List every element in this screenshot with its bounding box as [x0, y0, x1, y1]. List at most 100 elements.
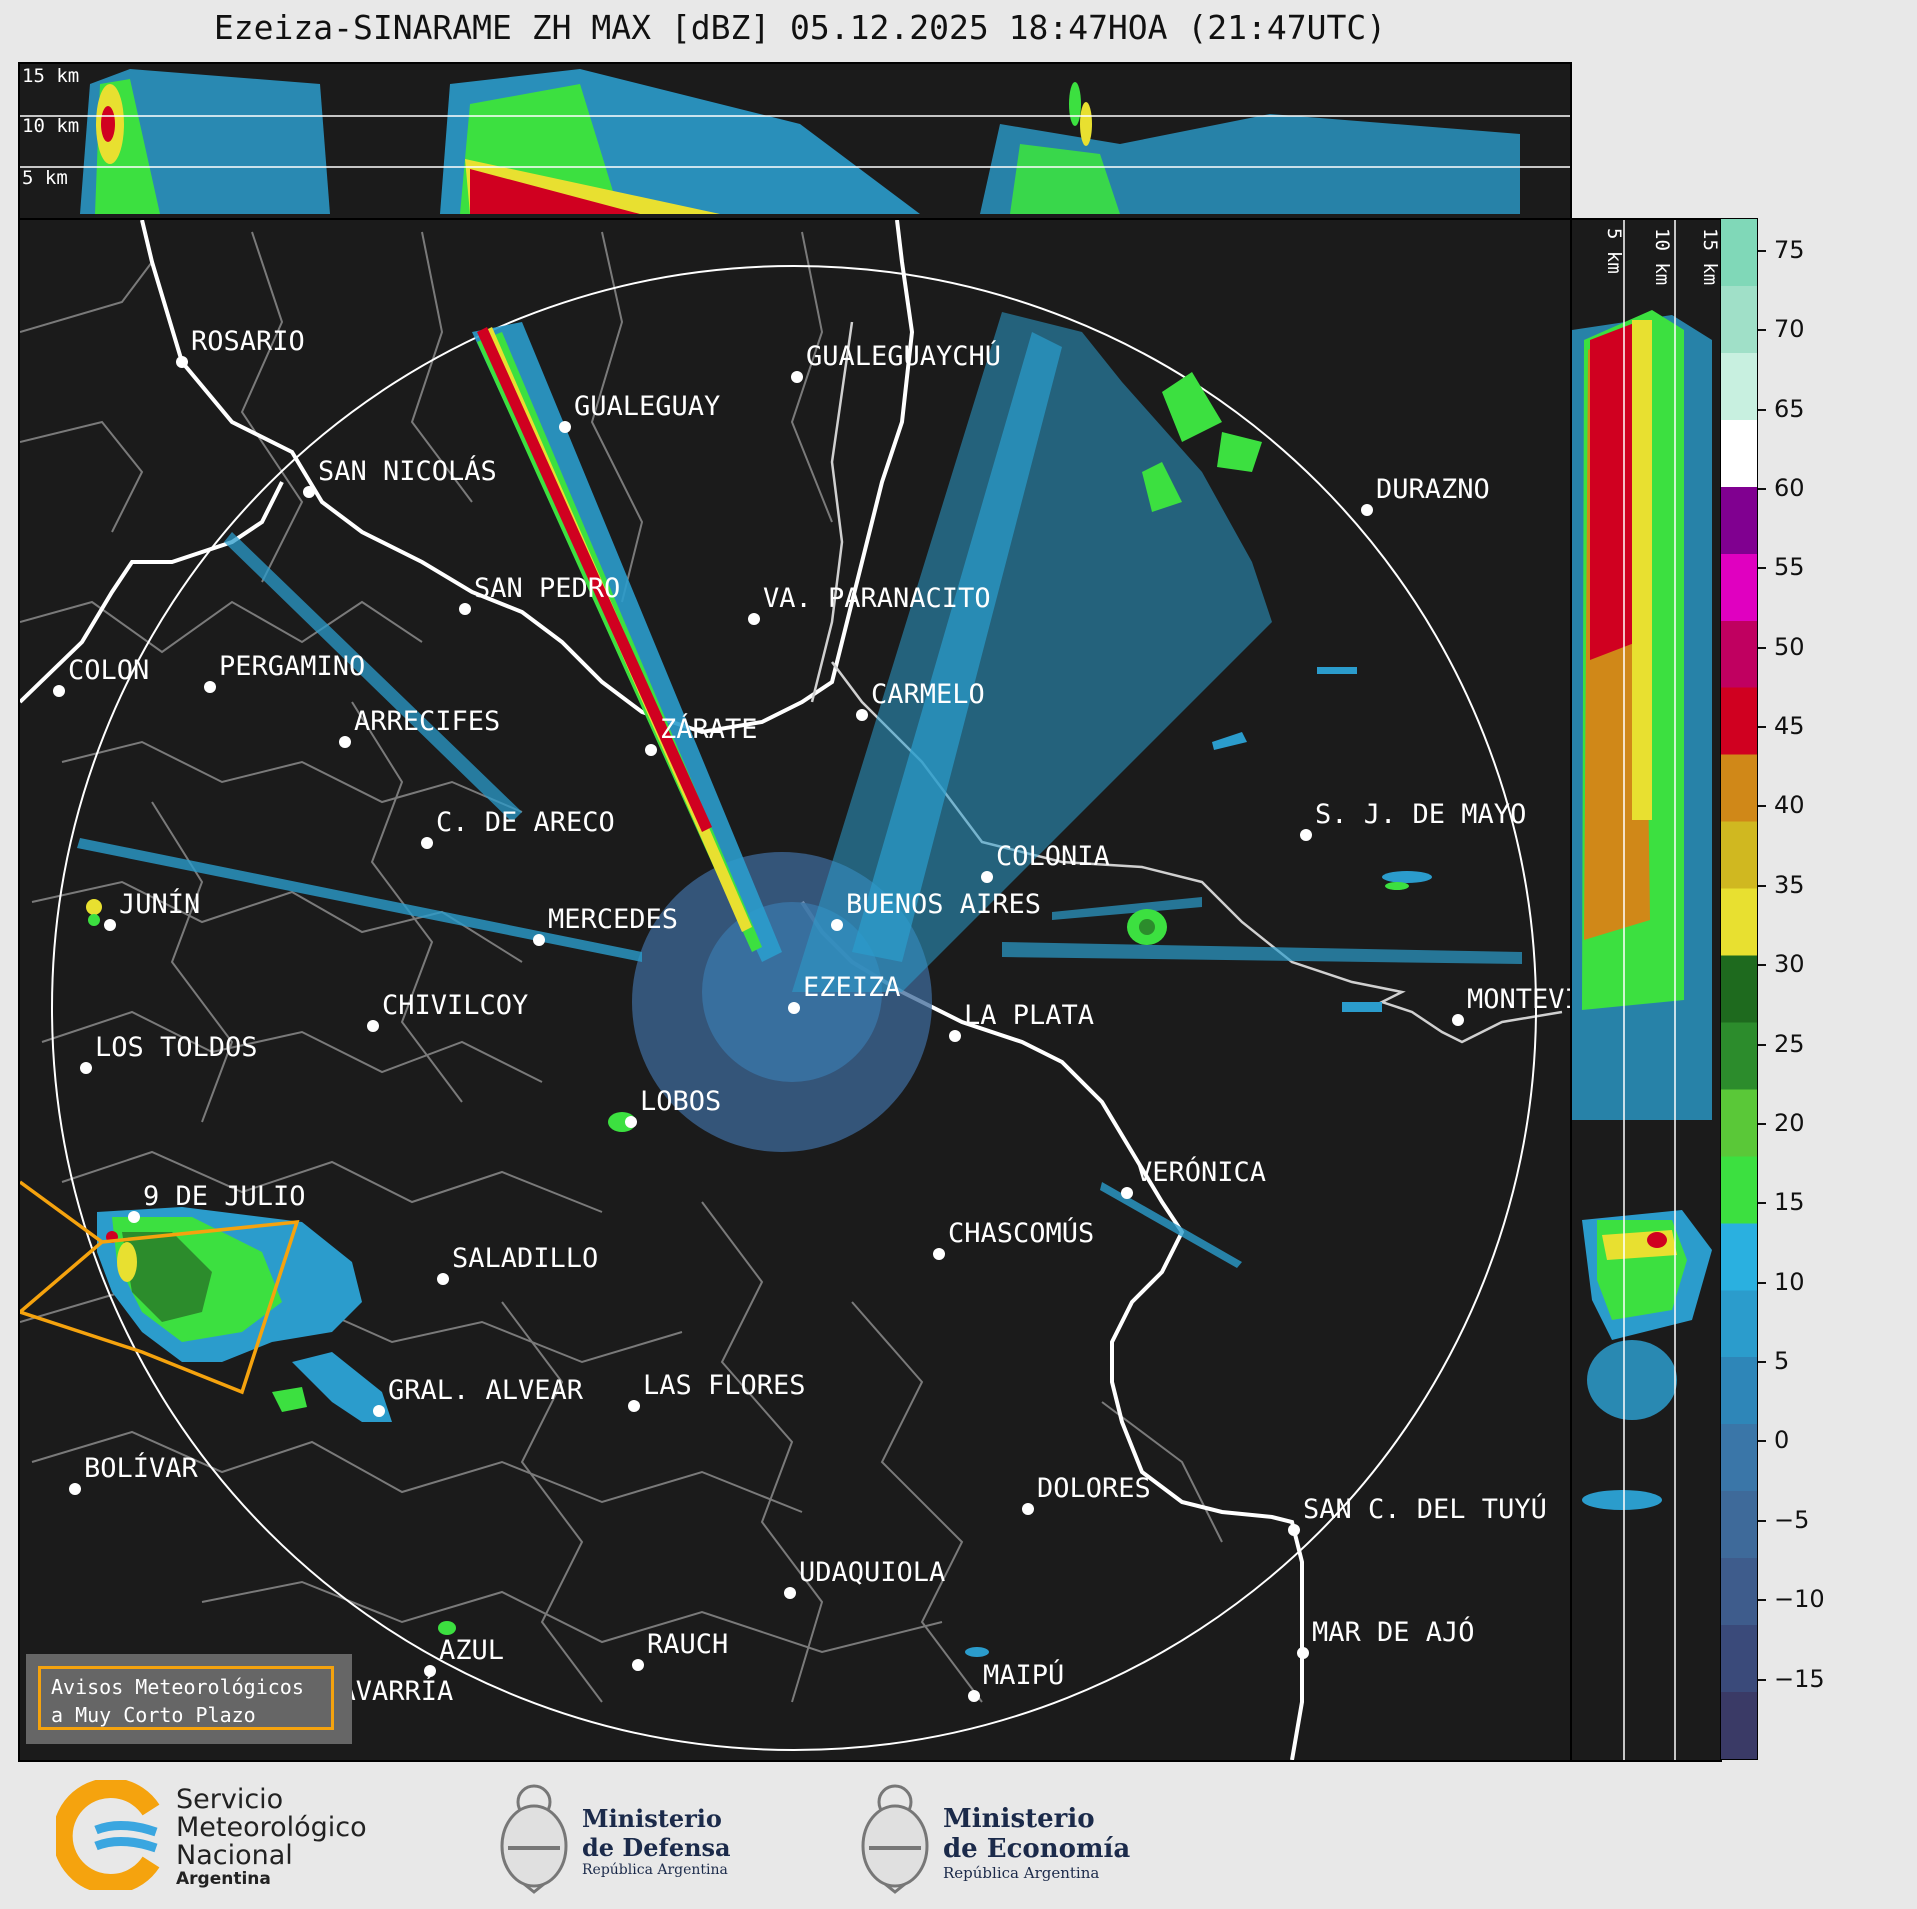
- city-label: SAN C. DEL TUYÚ: [1303, 1493, 1547, 1525]
- smn-logo-line3: Nacional: [176, 1840, 293, 1871]
- warning-legend-box: Avisos Meteorológicos a Muy Corto Plazo: [26, 1654, 352, 1744]
- city-marker: [53, 685, 65, 697]
- city-marker: [933, 1248, 945, 1260]
- city-label: ZÁRATE: [660, 713, 758, 745]
- city-marker: [104, 919, 116, 931]
- city-marker: [1121, 1187, 1133, 1199]
- city-label: SALADILLO: [452, 1243, 598, 1274]
- city-label: BOLÍVAR: [84, 1452, 199, 1484]
- city-marker: [1300, 829, 1312, 841]
- city-marker: [1361, 504, 1373, 516]
- city-marker: [459, 603, 471, 615]
- city-label: CHASCOMÚS: [948, 1217, 1094, 1249]
- city-marker: [80, 1062, 92, 1074]
- city-marker: [533, 934, 545, 946]
- city-label: LAS FLORES: [643, 1370, 806, 1401]
- city-marker: [788, 1002, 800, 1014]
- city-marker: [981, 871, 993, 883]
- city-label: C. DE ARECO: [436, 807, 615, 838]
- city-marker: [625, 1116, 637, 1128]
- smn-logo-icon: [56, 1780, 160, 1890]
- colorbar-tick-label: −5: [1758, 1506, 1809, 1534]
- colorbar-tick-label: −15: [1758, 1665, 1825, 1693]
- city-marker: [1297, 1647, 1309, 1659]
- colorbar-tick-label: 50: [1758, 633, 1805, 661]
- colorbar-tick-label: 60: [1758, 474, 1805, 502]
- city-label: SAN NICOLÁS: [318, 455, 497, 487]
- colorbar-tick-label: 55: [1758, 553, 1805, 581]
- colorbar-tick-label: 5: [1758, 1347, 1789, 1375]
- colorbar-tick-label: 70: [1758, 315, 1805, 343]
- city-label: EZEIZA: [803, 972, 901, 1003]
- defensa-logo-line1: Ministerio: [582, 1804, 722, 1833]
- city-label: MONTEVIDEO: [1467, 984, 1570, 1015]
- city-marker: [128, 1211, 140, 1223]
- city-marker: [421, 837, 433, 849]
- city-label: PERGAMINO: [219, 651, 365, 682]
- city-marker: [373, 1405, 385, 1417]
- city-label: DURAZNO: [1376, 474, 1490, 505]
- city-label: CHIVILCOY: [382, 990, 528, 1021]
- top-height-label-10: 10 km: [22, 115, 79, 137]
- city-marker: [424, 1665, 436, 1677]
- city-label: COLON: [68, 655, 149, 686]
- colorbar-tick-label: 20: [1758, 1109, 1805, 1137]
- colorbar-tick-labels: 75 70 65 60 55 50 45 40 35 30 25 20 15 10 5 0 −5 −10 −15: [1758, 218, 1838, 1758]
- city-label: ARRECIFES: [354, 706, 500, 737]
- city-marker: [1288, 1524, 1300, 1536]
- city-label: MERCEDES: [548, 904, 678, 935]
- defensa-logo-line3: República Argentina: [582, 1862, 728, 1878]
- warning-legend-line2: a Muy Corto Plazo: [51, 1703, 256, 1727]
- city-marker: [949, 1030, 961, 1042]
- colorbar-tick-label: 10: [1758, 1268, 1805, 1296]
- city-marker: [968, 1690, 980, 1702]
- city-marker: [69, 1483, 81, 1495]
- economia-logo-line1: Ministerio: [943, 1804, 1095, 1834]
- colorbar-tick-label: 40: [1758, 791, 1805, 819]
- city-label: UDAQUIOLA: [799, 1557, 945, 1588]
- top-height-label-15: 15 km: [22, 65, 79, 87]
- smn-logo-line2: Meteorológico: [176, 1812, 367, 1843]
- city-label: DOLORES: [1037, 1473, 1151, 1504]
- colorbar-tick-label: 75: [1758, 236, 1805, 264]
- side-height-label-5: 5 km: [1603, 228, 1625, 274]
- city-marker: [856, 709, 868, 721]
- city-marker: [303, 486, 315, 498]
- side-cross-section-svg: 5 km 10 km 15 km: [1572, 220, 1720, 1760]
- city-label: GRAL. ALVEAR: [388, 1375, 584, 1406]
- smn-logo: Servicio Meteorológico Nacional Argentin…: [56, 1780, 396, 1890]
- city-layer: ROSARIO GUALEGUAYCHÚ GUALEGUAY SAN NICOLÁS D…: [53, 326, 1570, 1718]
- city-marker: [784, 1587, 796, 1599]
- top-cross-section-panel: 15 km 10 km 5 km: [18, 62, 1572, 220]
- city-label: BUENOS AIRES: [846, 889, 1041, 920]
- top-cross-section-svg: 15 km 10 km 5 km: [20, 65, 1570, 214]
- warning-legend-line1: Avisos Meteorológicos: [51, 1675, 304, 1699]
- city-marker: [632, 1659, 644, 1671]
- economia-logo-line2: de Economía: [943, 1834, 1131, 1864]
- coat-of-arms-icon: [861, 1784, 929, 1894]
- city-label: GUALEGUAY: [574, 391, 720, 422]
- city-marker: [437, 1273, 449, 1285]
- city-label: RAUCH: [647, 1629, 728, 1660]
- radar-echoes: [77, 312, 1522, 1657]
- city-label: 9 DE JULIO: [143, 1181, 306, 1212]
- city-label: LA PLATA: [964, 1000, 1094, 1031]
- coat-of-arms-icon: [500, 1784, 568, 1894]
- defensa-logo-line2: de Defensa: [582, 1833, 731, 1862]
- city-marker: [176, 356, 188, 368]
- city-label: CARMELO: [871, 679, 985, 710]
- city-marker: [1452, 1014, 1464, 1026]
- range-ring: [51, 265, 1537, 1751]
- colorbar-tick-label: 30: [1758, 950, 1805, 978]
- country-borders: [20, 220, 1304, 1760]
- colorbar-tick-label: 15: [1758, 1188, 1805, 1216]
- city-label: LOBOS: [640, 1086, 721, 1117]
- side-cross-section-panel: 5 km 10 km 15 km: [1570, 218, 1722, 1762]
- city-label: VA. PARANACITO: [763, 583, 991, 614]
- colorbar: [1720, 218, 1758, 1760]
- defensa-logo: Ministerio de Defensa República Argentin…: [494, 1774, 754, 1899]
- city-label: ROSARIO: [191, 326, 305, 357]
- city-label: JUNÍN: [119, 888, 200, 920]
- smn-logo-line1: Servicio: [176, 1784, 284, 1815]
- city-marker: [204, 681, 216, 693]
